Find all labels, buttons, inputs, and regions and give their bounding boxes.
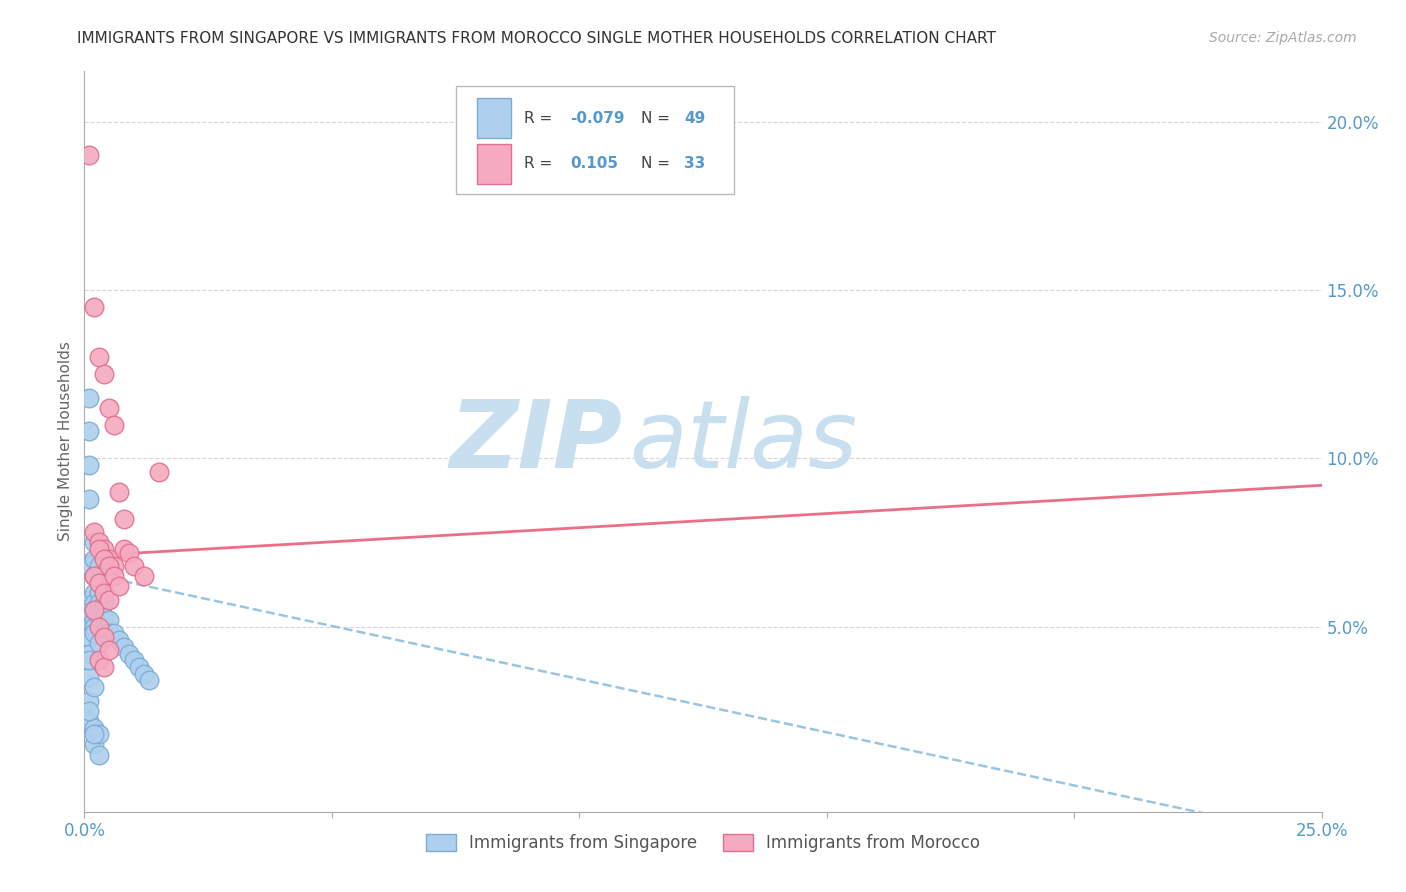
Bar [477, 144, 512, 185]
Bar [477, 97, 512, 138]
Point [89, 559, 111, 574]
Point [83, 626, 105, 640]
Point [79, 148, 101, 162]
Point [103, 569, 125, 583]
Text: 33: 33 [685, 156, 706, 171]
Point [89, 596, 111, 610]
Text: atlas: atlas [628, 396, 858, 487]
Point [79, 694, 101, 708]
Text: R =: R = [523, 111, 557, 126]
Point [83, 596, 105, 610]
Point [89, 619, 111, 633]
Point [103, 626, 125, 640]
Point [89, 653, 111, 667]
Point [79, 391, 101, 405]
Point [122, 559, 145, 574]
Point [93, 552, 115, 566]
Point [98, 626, 121, 640]
Point [79, 619, 101, 633]
Point [93, 660, 115, 674]
Point [103, 559, 125, 574]
Point [89, 586, 111, 600]
Point [83, 525, 105, 540]
Point [98, 552, 121, 566]
Point [79, 647, 101, 661]
Point [79, 714, 101, 728]
Point [108, 485, 131, 500]
Point [132, 666, 155, 681]
Point [83, 613, 105, 627]
Point [79, 458, 101, 472]
Point [93, 626, 115, 640]
Point [98, 401, 121, 415]
Point [89, 575, 111, 590]
Text: R =: R = [523, 156, 557, 171]
Text: IMMIGRANTS FROM SINGAPORE VS IMMIGRANTS FROM MOROCCO SINGLE MOTHER HOUSEHOLDS CO: IMMIGRANTS FROM SINGAPORE VS IMMIGRANTS … [77, 31, 997, 46]
Point [98, 643, 121, 657]
Point [83, 619, 105, 633]
Point [108, 579, 131, 593]
Text: 0.105: 0.105 [571, 156, 619, 171]
Point [98, 613, 121, 627]
Point [83, 300, 105, 314]
Point [89, 351, 111, 365]
Point [89, 636, 111, 650]
Point [128, 660, 150, 674]
Point [79, 653, 101, 667]
Point [89, 747, 111, 762]
Point [79, 425, 101, 439]
Point [89, 727, 111, 741]
Text: N =: N = [641, 156, 675, 171]
FancyBboxPatch shape [456, 87, 734, 194]
Point [138, 673, 160, 688]
Point [93, 609, 115, 624]
Point [122, 653, 145, 667]
Point [118, 546, 141, 560]
Point [89, 542, 111, 557]
Point [93, 596, 115, 610]
Point [83, 680, 105, 694]
Point [79, 704, 101, 718]
Point [103, 417, 125, 432]
Point [79, 609, 101, 624]
Point [118, 647, 141, 661]
Point [83, 603, 105, 617]
Point [83, 569, 105, 583]
Point [83, 535, 105, 549]
Point [148, 465, 170, 479]
Point [112, 512, 135, 526]
Point [79, 592, 101, 607]
Point [93, 586, 115, 600]
Point [79, 491, 101, 506]
Y-axis label: Single Mother Households: Single Mother Households [58, 342, 73, 541]
Point [83, 569, 105, 583]
Point [112, 542, 135, 557]
Point [83, 586, 105, 600]
Point [98, 592, 121, 607]
Text: -0.079: -0.079 [571, 111, 626, 126]
Point [108, 633, 131, 648]
Point [98, 559, 121, 574]
Point [93, 542, 115, 557]
Point [83, 721, 105, 735]
Legend: Immigrants from Singapore, Immigrants from Morocco: Immigrants from Singapore, Immigrants fr… [419, 828, 987, 859]
Point [89, 575, 111, 590]
Point [83, 552, 105, 566]
Point [93, 368, 115, 382]
Text: 49: 49 [685, 111, 706, 126]
Point [83, 727, 105, 741]
Text: N =: N = [641, 111, 675, 126]
Point [83, 738, 105, 752]
Point [79, 670, 101, 684]
Point [83, 603, 105, 617]
Point [79, 559, 101, 574]
Text: Source: ZipAtlas.com: Source: ZipAtlas.com [1209, 31, 1357, 45]
Point [93, 630, 115, 644]
Point [89, 535, 111, 549]
Point [112, 640, 135, 654]
Point [89, 609, 111, 624]
Point [132, 569, 155, 583]
Point [79, 630, 101, 644]
Text: ZIP: ZIP [450, 395, 623, 488]
